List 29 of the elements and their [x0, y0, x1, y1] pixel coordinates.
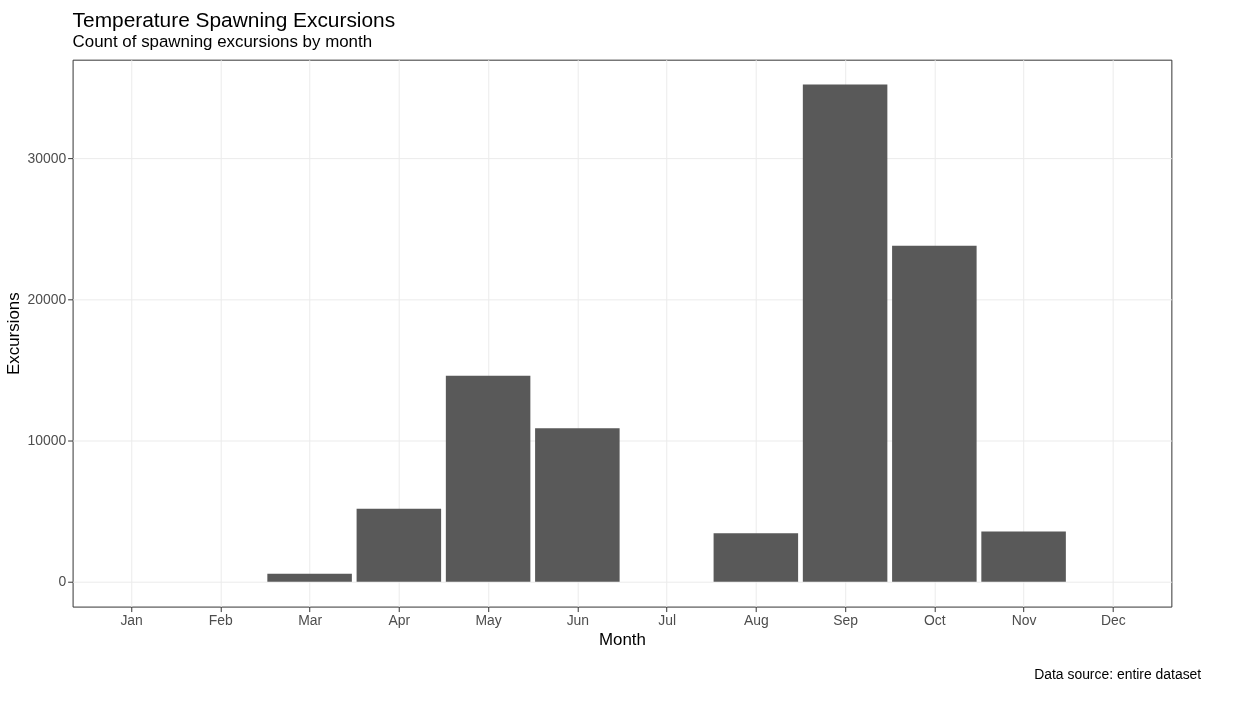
x-tick-label: Mar	[298, 611, 323, 628]
x-tick-label: Jan	[120, 611, 143, 628]
x-tick-label: Jul	[658, 611, 676, 628]
bar	[892, 245, 977, 582]
source-note: Data source: entire dataset	[1034, 666, 1202, 683]
y-tick-label: 20000	[27, 290, 67, 307]
x-tick-label: Jun	[566, 611, 590, 628]
x-tick-label: Nov	[1011, 611, 1037, 628]
bar	[802, 84, 888, 582]
chart-subtitle: Count of spawning excursions by month	[72, 31, 373, 51]
x-tick-label: Feb	[208, 611, 234, 628]
y-axis-title: Excursions	[4, 292, 24, 375]
bar	[267, 573, 352, 582]
y-tick-label: 10000	[27, 432, 67, 448]
x-tick-label: Apr	[388, 611, 411, 628]
bar	[981, 531, 1066, 582]
bar	[535, 428, 620, 582]
x-tick-label: Oct	[924, 611, 946, 628]
x-tick-label: Dec	[1100, 611, 1126, 628]
bar	[445, 375, 531, 582]
x-tick-label: Aug	[743, 611, 769, 628]
y-tick-label: 0	[58, 573, 67, 590]
x-tick-label: Sep	[833, 611, 859, 628]
y-tick-label: 30000	[27, 149, 67, 166]
x-tick-label: May	[475, 611, 502, 628]
bar	[713, 533, 799, 582]
bar	[356, 508, 442, 582]
x-axis-title: Month	[599, 629, 646, 649]
chart-title: Temperature Spawning Excursions	[72, 7, 396, 31]
